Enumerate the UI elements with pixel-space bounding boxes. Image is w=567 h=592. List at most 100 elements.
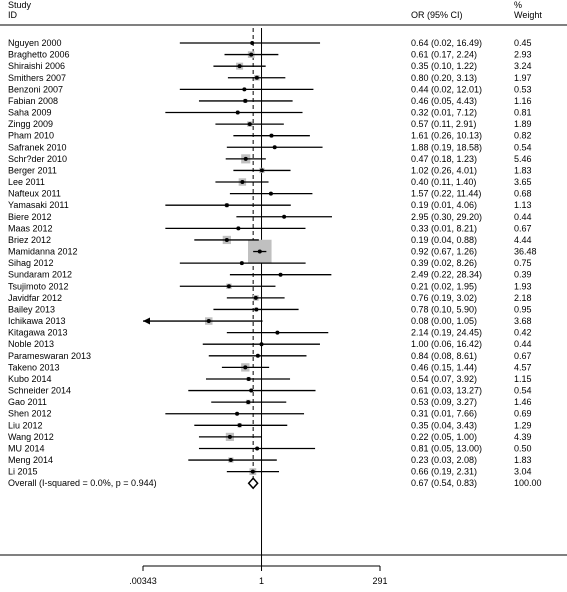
point-estimate — [227, 434, 232, 439]
ci-arrow — [143, 317, 150, 325]
study-weight: 1.83 — [514, 455, 532, 465]
point-estimate — [259, 168, 264, 173]
study-id: Noble 2013 — [8, 339, 54, 349]
study-id: Nafteux 2011 — [8, 189, 61, 199]
study-weight: 0.67 — [514, 351, 532, 361]
study-weight: 3.04 — [514, 467, 532, 477]
point-estimate — [246, 400, 251, 405]
study-ci: 0.21 (0.02, 1.95) — [411, 281, 477, 291]
study-ci: 0.31 (0.01, 7.66) — [411, 409, 477, 419]
study-ci: 0.76 (0.19, 3.02) — [411, 293, 477, 303]
study-weight: 1.29 — [514, 420, 532, 430]
study-weight: 2.93 — [514, 50, 532, 60]
study-ci: 0.33 (0.01, 8.21) — [411, 223, 477, 233]
point-estimate — [254, 75, 259, 80]
study-ci: 1.02 (0.26, 4.01) — [411, 165, 477, 175]
point-estimate — [272, 145, 277, 150]
study-id: Javidfar 2012 — [8, 293, 62, 303]
point-estimate — [253, 295, 258, 300]
study-ci: 0.61 (0.17, 2.24) — [411, 50, 477, 60]
study-weight: 0.42 — [514, 328, 532, 338]
study-weight: 1.83 — [514, 165, 532, 175]
point-estimate — [268, 191, 273, 196]
study-id: Sundaram 2012 — [8, 270, 72, 280]
study-weight: 0.44 — [514, 212, 532, 222]
point-estimate — [250, 41, 255, 45]
study-id: Smithers 2007 — [8, 73, 66, 83]
header-or: OR (95% CI) — [411, 10, 463, 20]
study-id: Liu 2012 — [8, 420, 43, 430]
study-weight: 0.69 — [514, 409, 532, 419]
study-weight: 1.89 — [514, 119, 532, 129]
study-id: Berger 2011 — [8, 165, 57, 175]
study-ci: 0.92 (0.67, 1.26) — [411, 247, 477, 257]
point-estimate — [255, 446, 260, 451]
study-weight: 0.45 — [514, 38, 532, 48]
study-ci: 0.47 (0.18, 1.23) — [411, 154, 477, 164]
point-estimate — [237, 64, 242, 69]
point-estimate — [247, 122, 252, 127]
study-ci: 0.39 (0.02, 8.26) — [411, 258, 477, 268]
point-estimate — [243, 365, 248, 370]
study-weight: 0.39 — [514, 270, 532, 280]
study-rows: Nguyen 2000 0.64 (0.02, 16.49) 0.45 Braghet… — [8, 28, 542, 566]
study-ci: 0.44 (0.02, 12.01) — [411, 84, 482, 94]
study-weight: 1.93 — [514, 281, 532, 291]
point-estimate — [242, 87, 247, 92]
point-estimate — [278, 272, 283, 277]
study-ci: 1.00 (0.06, 16.42) — [411, 339, 482, 349]
study-id: Zingg 2009 — [8, 119, 53, 129]
point-estimate — [249, 52, 254, 57]
study-id: Yamasaki 2011 — [8, 200, 69, 210]
study-id: Shen 2012 — [8, 409, 52, 419]
study-ci: 1.57 (0.22, 11.44) — [411, 189, 481, 199]
weight-boxes — [205, 41, 286, 476]
point-estimate — [239, 261, 244, 266]
point-estimate — [226, 284, 231, 289]
x-tick-label: .00343 — [129, 576, 157, 586]
study-ci: 0.66 (0.19, 2.31) — [411, 467, 477, 477]
point-estimate — [257, 249, 262, 254]
point-estimate — [254, 307, 259, 312]
study-weight: 0.50 — [514, 443, 532, 453]
overall-ci: 0.67 (0.54, 0.83) — [411, 478, 477, 488]
study-id: Gao 2011 — [8, 397, 47, 407]
study-ci: 0.08 (0.00, 1.05) — [411, 316, 477, 326]
study-id: Wang 2012 — [8, 432, 54, 442]
study-id: Briez 2012 — [8, 235, 51, 245]
point-estimate — [269, 133, 274, 138]
overall-weight: 100.00 — [514, 478, 542, 488]
study-ci: 0.80 (0.20, 3.13) — [411, 73, 477, 83]
point-estimate — [255, 353, 260, 358]
study-ci: 0.23 (0.03, 2.08) — [411, 455, 477, 465]
study-ci: 2.14 (0.19, 24.45) — [411, 328, 482, 338]
study-weight: 1.13 — [514, 200, 532, 210]
study-ci: 0.81 (0.05, 13.00) — [411, 443, 482, 453]
study-ci: 0.53 (0.09, 3.27) — [411, 397, 477, 407]
study-ci: 0.57 (0.11, 2.91) — [411, 119, 476, 129]
study-ci: 0.61 (0.03, 13.27) — [411, 386, 482, 396]
study-weight: 0.82 — [514, 131, 532, 141]
header-study: Study — [8, 0, 32, 10]
study-id: Mamidanna 2012 — [8, 247, 78, 257]
point-estimate — [224, 237, 229, 242]
study-id: Maas 2012 — [8, 223, 53, 233]
point-estimate — [249, 388, 254, 393]
study-id: Schneider 2014 — [8, 386, 71, 396]
point-estimate — [240, 180, 245, 185]
study-ci: 0.32 (0.01, 7.12) — [411, 108, 477, 118]
study-ci: 2.95 (0.30, 29.20) — [411, 212, 482, 222]
study-weight: 4.57 — [514, 362, 532, 372]
study-id: Braghetto 2006 — [8, 50, 70, 60]
study-ci: 1.61 (0.26, 10.13) — [411, 131, 482, 141]
study-weight: 1.97 — [514, 73, 532, 83]
point-estimate — [243, 98, 248, 103]
x-tick-label: 291 — [372, 576, 387, 586]
study-weight: 4.44 — [514, 235, 532, 245]
study-id: Benzoni 2007 — [8, 84, 63, 94]
study-id: Biere 2012 — [8, 212, 52, 222]
study-id: Tsujimoto 2012 — [8, 281, 69, 291]
study-id: Safranek 2010 — [8, 142, 67, 152]
point-estimate — [235, 110, 240, 115]
